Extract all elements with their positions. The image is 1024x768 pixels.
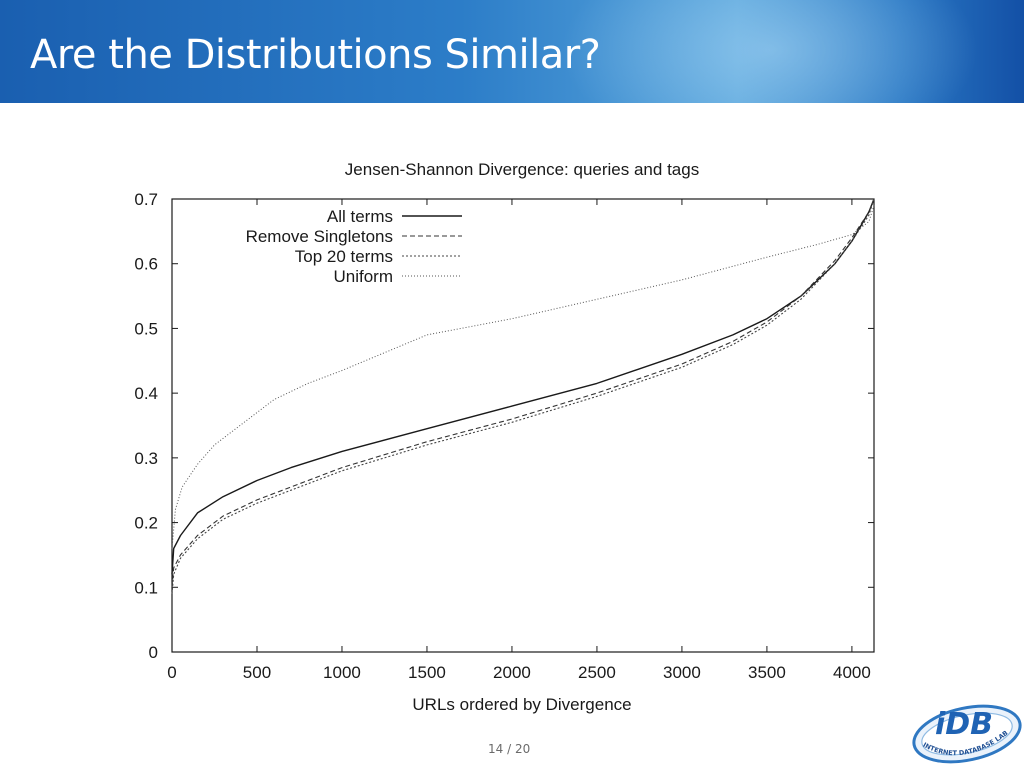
y-tick-label: 0.3 xyxy=(134,449,158,468)
x-tick-label: 500 xyxy=(243,663,271,682)
x-axis-label: URLs ordered by Divergence xyxy=(412,695,631,714)
legend-label: All terms xyxy=(327,207,393,226)
logo-mark: iDB xyxy=(935,707,993,742)
x-tick-label: 2000 xyxy=(493,663,531,682)
x-tick-label: 3000 xyxy=(663,663,701,682)
title-bar-glow xyxy=(560,0,980,103)
x-tick-label: 1500 xyxy=(408,663,446,682)
y-tick-label: 0.6 xyxy=(134,255,158,274)
y-tick-label: 0.5 xyxy=(134,319,158,338)
x-tick-label: 1000 xyxy=(323,663,361,682)
x-tick-label: 0 xyxy=(167,663,176,682)
plot-frame xyxy=(171,198,875,653)
y-tick-label: 0.7 xyxy=(134,190,158,209)
page-number: 14 / 20 xyxy=(488,742,531,756)
x-tick-label: 4000 xyxy=(833,663,871,682)
y-tick-label: 0.2 xyxy=(134,514,158,533)
slide-title: Are the Distributions Similar? xyxy=(30,32,601,78)
y-tick-label: 0.1 xyxy=(134,578,158,597)
legend-label: Remove Singletons xyxy=(246,227,393,246)
series-line-3 xyxy=(171,205,875,549)
series-line-0 xyxy=(171,198,875,575)
x-tick-label: 2500 xyxy=(578,663,616,682)
y-tick-label: 0 xyxy=(149,643,158,662)
chart-title: Jensen-Shannon Divergence: queries and t… xyxy=(345,160,699,179)
series-line-2 xyxy=(171,198,875,594)
y-tick-label: 0.4 xyxy=(134,384,158,403)
x-tick-label: 3500 xyxy=(748,663,786,682)
title-bar: Are the Distributions Similar? xyxy=(0,0,1024,103)
legend-label: Top 20 terms xyxy=(295,247,393,266)
idb-logo: iDB INTERNET DATABASE LAB xyxy=(912,704,1022,764)
legend-label: Uniform xyxy=(333,267,393,286)
series-line-1 xyxy=(171,198,875,588)
